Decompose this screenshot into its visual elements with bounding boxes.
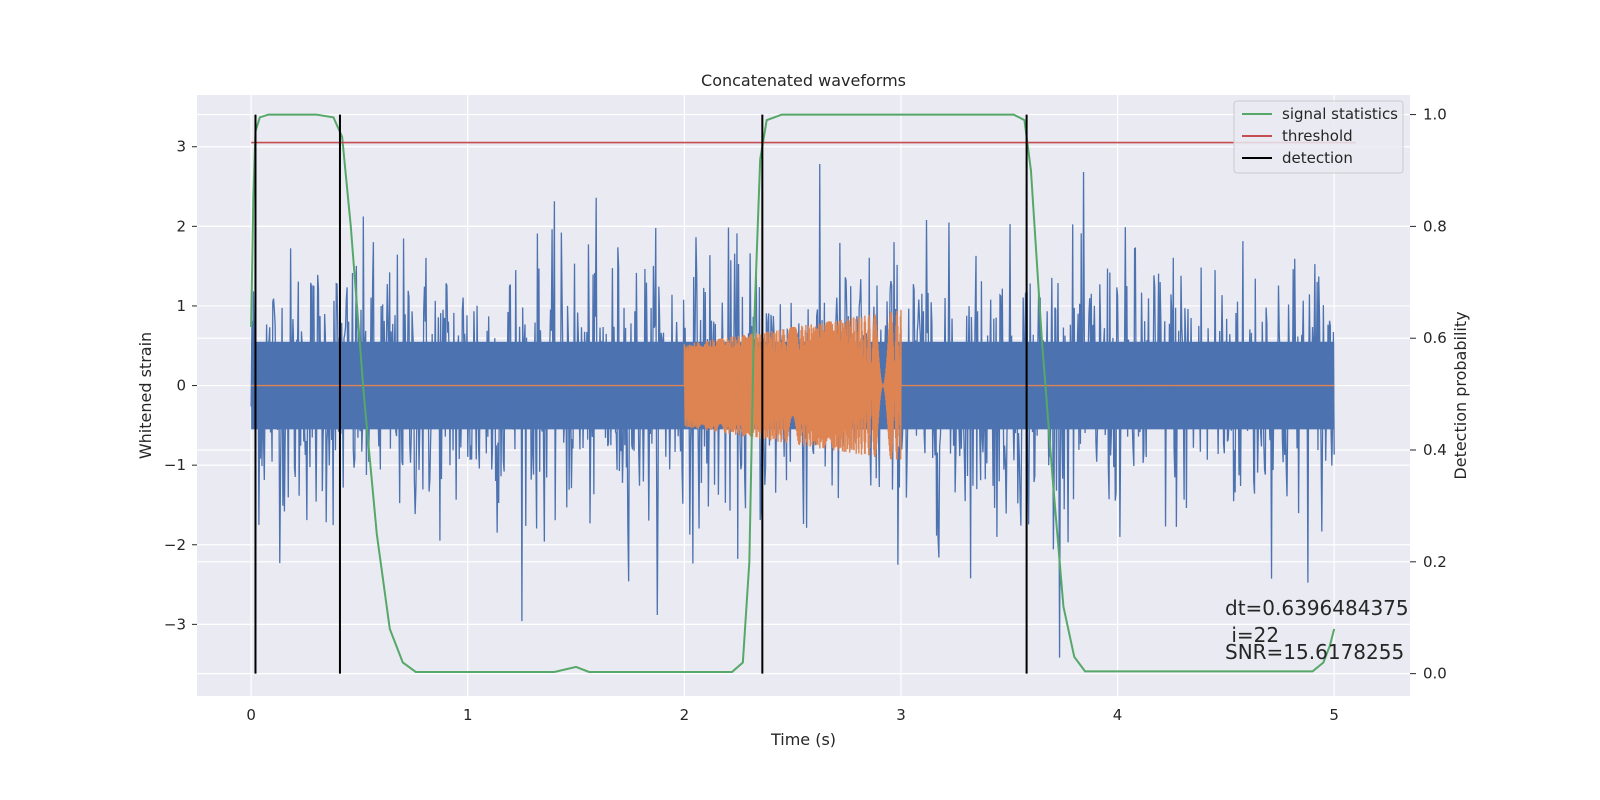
y-tick-label: 2 [176, 217, 186, 235]
chart-title: Concatenated waveforms [701, 71, 906, 90]
y-tick-label: −2 [164, 536, 186, 554]
y-tick-label: 1 [176, 297, 186, 315]
chirp-trace [251, 309, 1335, 460]
x-axis-ticks: 0 1 2 3 4 5 [246, 706, 1339, 724]
y-axis-ticks: −3 −2 −1 0 1 2 3 [164, 138, 197, 633]
y-tick-label: −1 [164, 456, 186, 474]
y2-axis-ticks: 0.0 0.2 0.4 0.6 0.8 1.0 [1410, 106, 1447, 683]
legend-frame [1233, 100, 1404, 174]
x-tick-label: 3 [896, 706, 906, 724]
x-tick-label: 2 [680, 706, 690, 724]
y2-tick-label: 0.4 [1423, 441, 1447, 459]
x-tick-label: 5 [1329, 706, 1339, 724]
x-tick-label: 1 [463, 706, 473, 724]
annotation-index: i=22 [1225, 623, 1279, 647]
y2-axis-label: Detection probability [1451, 311, 1470, 479]
annotation-snr: SNR=15.6178255 [1225, 640, 1404, 664]
y2-tick-label: 1.0 [1423, 106, 1447, 124]
plot-area [197, 95, 1410, 696]
y-tick-label: 3 [176, 138, 186, 156]
injected-waveform [251, 309, 1335, 460]
y2-tick-label: 0.6 [1423, 329, 1447, 347]
y2-tick-label: 0.8 [1423, 217, 1447, 235]
legend-label: threshold [1282, 127, 1353, 145]
x-axis-label: Time (s) [770, 730, 836, 749]
y-axis-label: Whitened strain [136, 332, 155, 459]
x-tick-label: 0 [246, 706, 256, 724]
y2-tick-label: 0.2 [1423, 553, 1447, 571]
y-tick-label: −3 [164, 615, 186, 633]
signal-statistics-line [250, 113, 1336, 673]
legend-label: detection [1282, 149, 1353, 167]
x-tick-label: 4 [1113, 706, 1123, 724]
y2-tick-label: 0.0 [1423, 665, 1447, 683]
legend-label: signal statistics [1282, 105, 1398, 123]
y-tick-label: 0 [176, 377, 186, 395]
series-layer [250, 113, 1356, 674]
annotation-dt: dt=0.6396484375 [1225, 596, 1409, 620]
legend: signal statistics threshold detection [1233, 100, 1404, 174]
